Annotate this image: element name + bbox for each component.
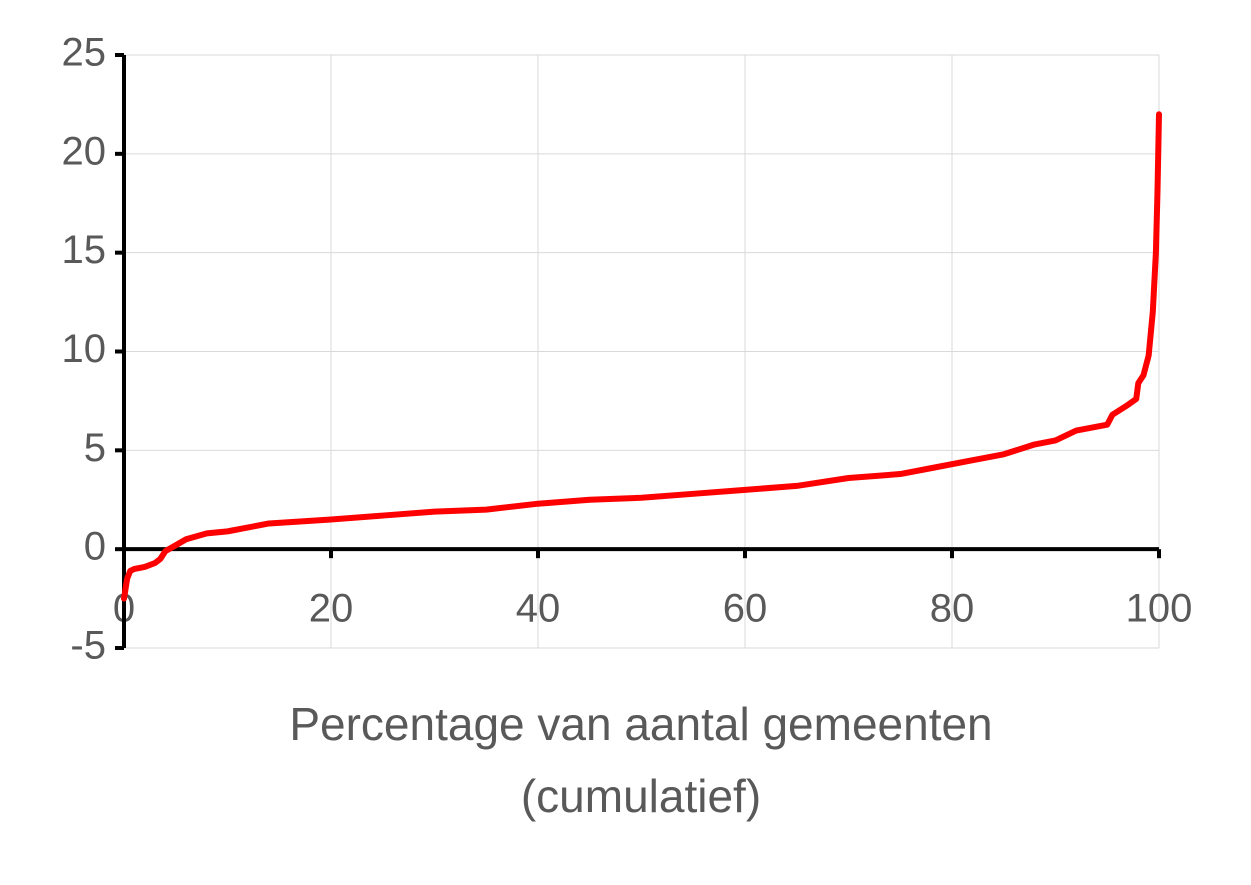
x-tick-label: 100 [1126, 587, 1193, 631]
x-axis-label: (cumulatief) [521, 770, 761, 822]
data-line [121, 111, 1162, 602]
y-tick-label: 10 [62, 327, 107, 371]
y-tick-label: 25 [62, 31, 107, 75]
x-tick-label: 60 [723, 587, 768, 631]
y-tick-label: 0 [84, 525, 106, 569]
x-tick-label: 80 [930, 587, 975, 631]
y-tick-label: 15 [62, 228, 107, 272]
y-tick-label: 20 [62, 129, 107, 173]
x-tick-label: 40 [516, 587, 561, 631]
y-tick-label: 5 [84, 426, 106, 470]
y-tick-label: -5 [70, 624, 106, 668]
x-tick-label: 20 [309, 587, 354, 631]
x-axis-label: Percentage van aantal gemeenten [289, 698, 992, 750]
